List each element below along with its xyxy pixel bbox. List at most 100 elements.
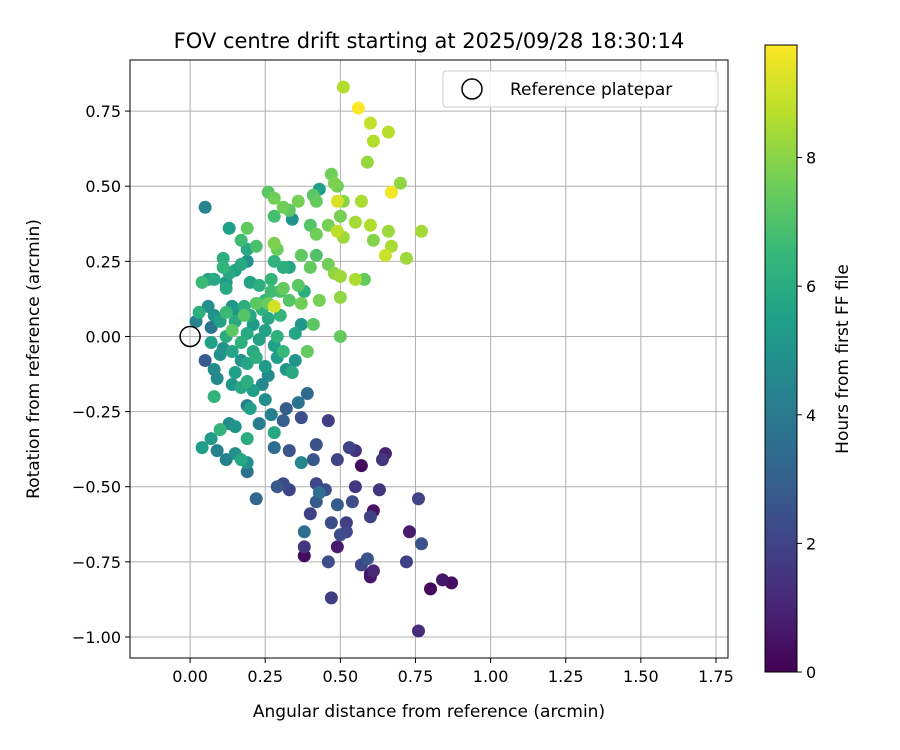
data-point	[264, 408, 278, 422]
y-tick-label: 0.25	[85, 252, 121, 271]
data-point	[372, 483, 386, 497]
x-axis-ticks: 0.00 0.25 0.50 0.75 1.00 1.25 1.50 1.75	[172, 658, 734, 686]
colorbar: 0 2 4 6 8 Hours from first FF file	[764, 44, 853, 682]
data-point	[381, 125, 395, 139]
data-point	[399, 555, 413, 569]
data-point	[436, 573, 450, 587]
colorbar-tick-label: 8	[806, 149, 816, 168]
colorbar-ticks: 0 2 4 6 8	[797, 149, 816, 682]
data-point	[237, 308, 251, 322]
x-axis-label: Angular distance from reference (arcmin)	[253, 702, 605, 722]
data-point	[234, 233, 248, 247]
data-point	[210, 444, 224, 458]
data-point	[312, 293, 326, 307]
y-tick-label: −0.25	[72, 403, 121, 422]
data-point	[348, 480, 362, 494]
x-tick-label: 0.75	[398, 667, 434, 686]
data-point	[240, 221, 254, 235]
y-tick-label: −0.75	[72, 553, 121, 572]
data-point	[204, 432, 218, 446]
data-point	[321, 414, 335, 428]
data-point	[324, 591, 338, 605]
colorbar-tick-label: 4	[806, 406, 816, 425]
data-point	[207, 272, 221, 286]
data-point	[300, 387, 314, 401]
data-point	[360, 155, 374, 169]
data-point	[300, 344, 314, 358]
reference-marker-layer	[179, 325, 201, 348]
data-point	[219, 305, 233, 319]
y-tick-label: −1.00	[72, 628, 121, 647]
data-point	[393, 176, 407, 190]
x-tick-label: 1.50	[623, 667, 659, 686]
data-point	[207, 390, 221, 404]
data-point	[306, 317, 320, 331]
data-point	[225, 344, 239, 358]
colorbar-tick-label: 2	[806, 534, 816, 553]
data-point	[258, 393, 272, 407]
data-point	[234, 453, 248, 467]
grid	[130, 60, 728, 658]
data-point	[291, 278, 305, 292]
legend-marker-icon	[461, 78, 483, 100]
data-point	[282, 444, 296, 458]
x-tick-label: 1.00	[473, 667, 509, 686]
data-point	[294, 296, 308, 310]
data-point	[348, 215, 362, 229]
data-point	[240, 432, 254, 446]
data-point	[222, 221, 236, 235]
data-point	[354, 194, 368, 208]
data-point	[243, 402, 257, 416]
data-point	[207, 363, 221, 377]
x-tick-label: 0.00	[172, 667, 208, 686]
data-point	[216, 251, 230, 265]
data-point	[297, 549, 311, 563]
data-point	[252, 417, 266, 431]
data-point	[354, 459, 368, 473]
data-point	[249, 350, 263, 364]
data-point	[330, 224, 344, 238]
y-axis-label: Rotation from reference (arcmin)	[24, 219, 44, 499]
data-point	[228, 420, 242, 434]
data-point	[424, 582, 438, 596]
data-point	[330, 194, 344, 208]
x-tick-label: 0.25	[247, 667, 283, 686]
data-point	[309, 227, 323, 241]
data-point	[192, 305, 206, 319]
data-point	[267, 236, 281, 250]
data-point	[267, 426, 281, 440]
data-point	[363, 116, 377, 130]
data-point	[309, 194, 323, 208]
legend: Reference platepar	[442, 70, 719, 108]
data-point	[249, 296, 263, 310]
reference-platepar-marker	[179, 325, 201, 348]
data-point	[264, 272, 278, 286]
data-point	[270, 480, 284, 494]
data-point	[195, 441, 209, 455]
data-point	[351, 101, 365, 115]
data-point	[333, 528, 347, 542]
data-point	[234, 257, 248, 271]
y-tick-label: 0.50	[85, 177, 121, 196]
legend-label: Reference platepar	[510, 80, 672, 100]
data-point	[381, 224, 395, 238]
data-point	[249, 492, 263, 506]
data-point	[240, 465, 254, 479]
data-point	[294, 411, 308, 425]
data-point	[330, 498, 344, 512]
data-point	[276, 414, 290, 428]
y-tick-label: 0.75	[85, 102, 121, 121]
data-point	[267, 441, 281, 455]
data-point	[294, 456, 308, 470]
data-point	[303, 260, 317, 274]
colorbar-tick-label: 6	[806, 277, 816, 296]
data-point	[237, 299, 251, 313]
data-point	[267, 299, 281, 313]
data-point	[213, 423, 227, 437]
y-tick-label: 0.00	[85, 327, 121, 346]
data-point	[345, 495, 359, 509]
data-point	[312, 486, 326, 500]
data-point	[357, 272, 371, 286]
